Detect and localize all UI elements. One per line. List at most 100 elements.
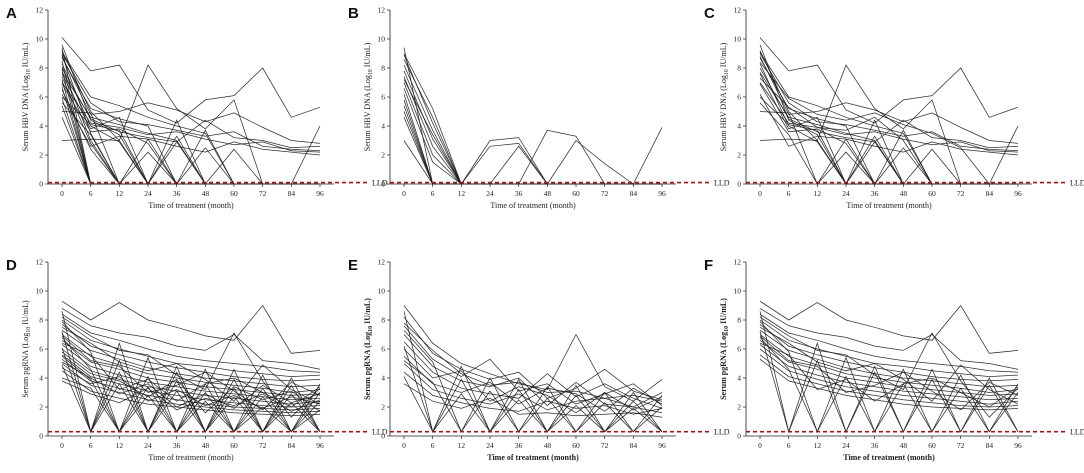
series-line-s25 <box>61 335 321 411</box>
x-tick-label: 6 <box>89 189 93 198</box>
y-axis-title: Serum HBV DNA (Log10 IU/mL) <box>21 42 32 151</box>
y-tick-label: 12 <box>734 6 742 15</box>
y-tick-label: 8 <box>39 64 43 73</box>
series-line-s19 <box>759 61 1018 185</box>
series-line-s7 <box>61 334 321 393</box>
series-line-s12 <box>403 111 662 185</box>
y-tick-label: 12 <box>36 258 44 267</box>
series-line-s4 <box>759 319 1019 377</box>
series-line-s15 <box>403 376 663 433</box>
y-tick-label: 10 <box>734 287 742 296</box>
lld-label: LLD <box>1070 428 1084 437</box>
y-tick-label: 10 <box>734 35 742 44</box>
y-tick-label: 12 <box>36 6 44 15</box>
series-line-s30 <box>61 380 321 412</box>
series-line-s8 <box>403 88 662 185</box>
x-tick-label: 24 <box>486 441 494 450</box>
y-tick-label: 2 <box>737 151 741 160</box>
x-tick-label: 48 <box>202 441 210 450</box>
x-tick-label: 60 <box>230 189 238 198</box>
series-line-s22 <box>61 377 321 433</box>
series-line-s6 <box>759 329 1019 388</box>
series-line-s19 <box>61 54 320 185</box>
x-tick-label: 6 <box>89 441 93 450</box>
y-tick-label: 6 <box>39 93 43 102</box>
series-line-s5 <box>403 70 662 185</box>
series-line-s10 <box>759 348 1019 405</box>
series-line-s16 <box>403 322 663 402</box>
x-tick-label: 0 <box>60 441 64 450</box>
y-tick-label: 10 <box>36 287 44 296</box>
x-axis-title: Time of treatment (month) <box>148 453 234 462</box>
x-tick-label: 48 <box>544 441 552 450</box>
x-tick-label: 84 <box>630 441 638 450</box>
y-tick-label: 0 <box>39 180 43 189</box>
y-tick-label: 12 <box>378 258 386 267</box>
x-tick-label: 72 <box>957 189 965 198</box>
series-line-s20 <box>61 356 321 433</box>
x-tick-label: 24 <box>144 189 152 198</box>
x-tick-label: 0 <box>60 189 64 198</box>
x-tick-label: 0 <box>402 441 406 450</box>
series-line-s2 <box>61 50 321 185</box>
series-line-s2 <box>61 308 321 370</box>
series-line-s18 <box>759 326 1019 405</box>
series-line-s2 <box>759 50 1019 185</box>
y-tick-label: 6 <box>737 345 741 354</box>
series-line-s14 <box>403 140 662 185</box>
series-line-s7 <box>61 53 321 152</box>
series-line-s26 <box>61 72 320 185</box>
y-tick-label: 12 <box>378 6 386 15</box>
x-tick-label: 0 <box>402 189 406 198</box>
series-line-s5 <box>759 56 1019 144</box>
series-line-s6 <box>403 76 662 185</box>
series-line-s4 <box>61 82 321 153</box>
series-line-s6 <box>759 93 1019 156</box>
series-line-s10 <box>61 73 320 185</box>
series-line-s6 <box>61 329 321 388</box>
y-axis-title: Serum HBV DNA (Log10 IU/mL) <box>363 42 374 151</box>
y-axis-title: Serum pgRNA (Log10 IU/mL) <box>363 298 374 400</box>
series-line-s1 <box>61 37 321 124</box>
series-line-s14 <box>759 321 1019 433</box>
x-tick-label: 96 <box>1014 189 1022 198</box>
series-line-s21 <box>61 364 321 433</box>
x-tick-label: 24 <box>842 441 850 450</box>
series-line-s28 <box>61 96 320 185</box>
x-tick-label: 84 <box>288 189 296 198</box>
y-axis-title: Serum pgRNA (Log10 IU/mL) <box>21 300 32 398</box>
series-line-s8 <box>403 363 663 414</box>
x-tick-label: 48 <box>900 441 908 450</box>
x-tick-label: 12 <box>458 441 466 450</box>
series-line-s20 <box>759 342 1019 408</box>
x-tick-label: 72 <box>259 189 267 198</box>
series-line-s25 <box>61 83 320 185</box>
x-axis-title: Time of treatment (month) <box>843 453 935 462</box>
lld-label: LLD <box>714 428 730 437</box>
lld-label: LLD <box>372 428 388 437</box>
series-line-s7 <box>403 356 663 412</box>
y-axis-title: Serum HBV DNA (Log10 IU/mL) <box>719 42 730 151</box>
series-line-s15 <box>61 311 321 434</box>
x-tick-label: 6 <box>431 189 435 198</box>
y-tick-label: 6 <box>737 93 741 102</box>
series-line-s12 <box>403 329 663 433</box>
panel-letter: B <box>348 5 359 22</box>
series-line-s13 <box>759 83 1018 185</box>
series-line-s1 <box>759 37 1019 124</box>
y-tick-label: 8 <box>737 316 741 325</box>
series-line-s2 <box>759 308 1019 370</box>
series-line-s10 <box>403 99 662 185</box>
x-tick-label: 48 <box>544 189 552 198</box>
x-tick-label: 60 <box>572 441 580 450</box>
x-tick-label: 72 <box>259 441 267 450</box>
y-tick-label: 0 <box>39 432 43 441</box>
series-line-s9 <box>403 93 662 185</box>
series-line-s3 <box>61 313 321 373</box>
series-line-s5 <box>759 324 1019 382</box>
x-tick-label: 72 <box>957 441 965 450</box>
series-line-s9 <box>61 344 321 401</box>
